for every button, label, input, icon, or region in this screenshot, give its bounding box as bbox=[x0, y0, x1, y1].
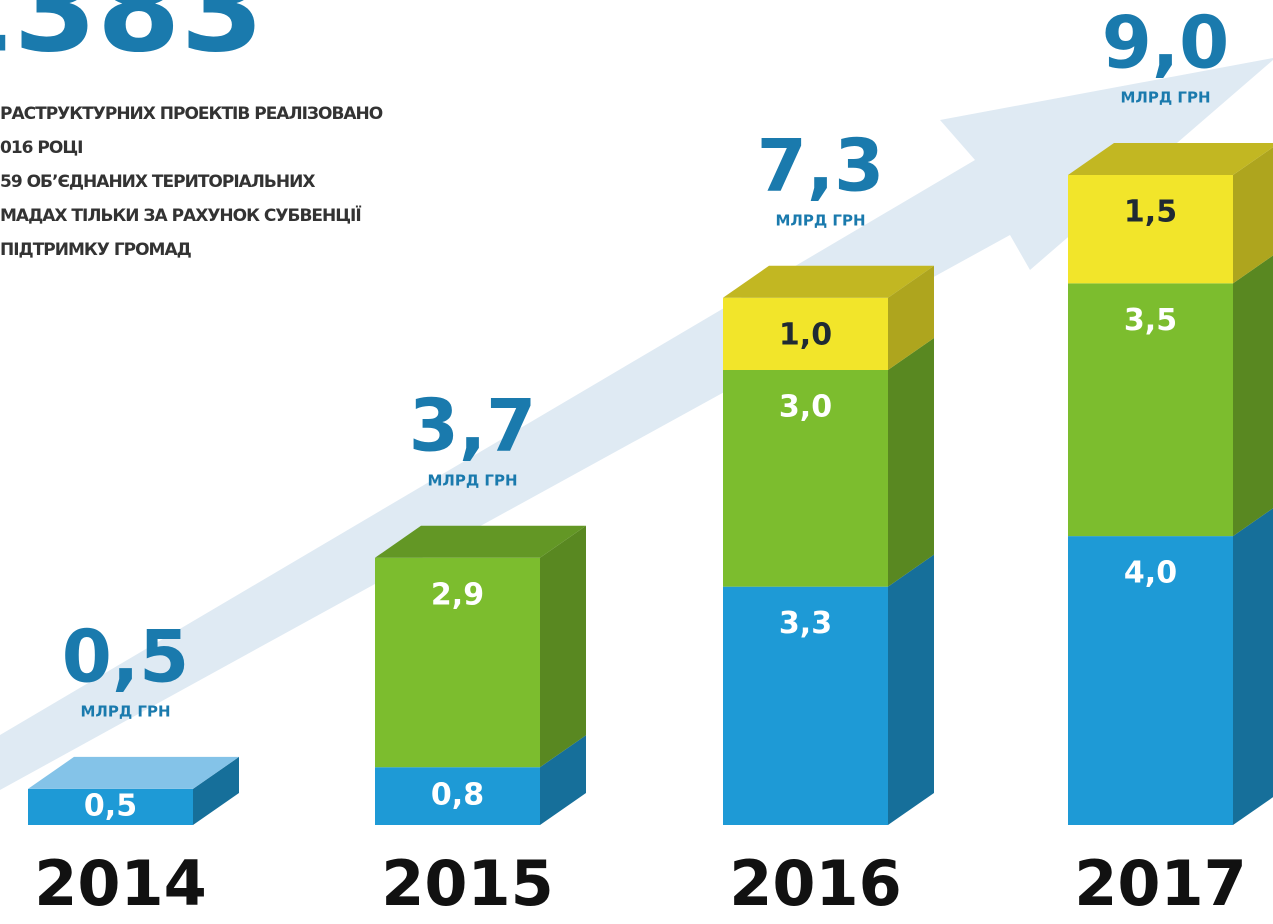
total-unit: МЛРД ГРН bbox=[80, 702, 170, 720]
headline-line: РАСТРУКТУРНИХ ПРОЕКТІВ РЕАЛІЗОВАНО bbox=[0, 104, 383, 124]
bar-segment bbox=[375, 557, 540, 768]
segment-label: 1,5 bbox=[1124, 195, 1177, 230]
total-label: 3,7 bbox=[409, 383, 537, 467]
bar-side bbox=[1233, 508, 1273, 825]
bar-side bbox=[1233, 255, 1273, 537]
segment-label: 0,5 bbox=[84, 788, 137, 823]
headline: 1383 bbox=[0, 0, 264, 80]
segment-label: 3,3 bbox=[779, 606, 832, 641]
x-tick-label: 2016 bbox=[729, 847, 902, 920]
x-tick-label: 2015 bbox=[381, 847, 554, 920]
segment-label: 2,9 bbox=[431, 577, 484, 612]
x-tick-label: 2017 bbox=[1074, 847, 1247, 920]
bar-top bbox=[1068, 143, 1273, 175]
bar-segment bbox=[1068, 175, 1233, 284]
segment-label: 4,0 bbox=[1124, 556, 1177, 591]
bar-segment bbox=[1068, 536, 1233, 825]
total-unit: МЛРД ГРН bbox=[427, 471, 517, 489]
segment-label: 0,8 bbox=[431, 778, 484, 813]
bar-side bbox=[540, 525, 586, 768]
bar-side bbox=[888, 554, 934, 825]
bar-segment bbox=[28, 788, 193, 825]
headline-line: 016 РОЦІ bbox=[0, 138, 82, 158]
segment-label: 3,0 bbox=[779, 390, 832, 425]
headline-line: ПІДТРИМКУ ГРОМАД bbox=[0, 240, 192, 260]
bar-top bbox=[28, 756, 239, 789]
total-unit: МЛРД ГРН bbox=[775, 211, 865, 229]
headline-line: МАДАХ ТІЛЬКИ ЗА РАХУНОК СУБВЕНЦІЇ bbox=[0, 204, 361, 226]
bar-side bbox=[888, 338, 934, 587]
bar-top bbox=[375, 525, 586, 558]
x-tick-label: 2014 bbox=[34, 847, 207, 920]
total-label: 7,3 bbox=[757, 123, 885, 207]
bar-segment bbox=[375, 767, 540, 825]
bar-segment bbox=[723, 370, 888, 587]
background-arrow bbox=[0, 58, 1273, 790]
bar-segment bbox=[723, 586, 888, 825]
bar-side bbox=[1233, 147, 1273, 284]
segment-label: 1,0 bbox=[779, 317, 832, 352]
segment-label: 3,5 bbox=[1124, 303, 1177, 338]
total-unit: МЛРД ГРН bbox=[1120, 89, 1210, 107]
bar-side bbox=[193, 756, 239, 825]
bar-top bbox=[723, 265, 934, 298]
total-label: 9,0 bbox=[1102, 1, 1230, 85]
bar-segment bbox=[723, 297, 888, 370]
total-label: 0,5 bbox=[62, 614, 190, 698]
bar-side bbox=[888, 265, 934, 370]
bar-segment bbox=[1068, 283, 1233, 537]
bar-side bbox=[540, 735, 586, 825]
headline-line: 59 ОБ’ЄДНАНИХ ТЕРИТОРІАЛЬНИХ bbox=[0, 172, 315, 192]
